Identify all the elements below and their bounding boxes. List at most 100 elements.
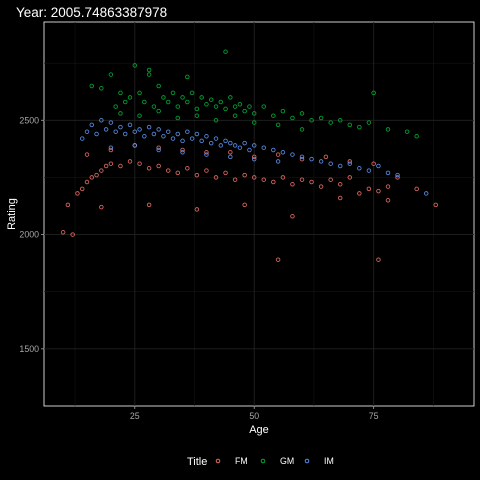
data-point-gm (165, 99, 171, 105)
y-tick-label: 2000 (19, 230, 39, 240)
data-point-gm (137, 113, 142, 118)
data-point-im (170, 136, 176, 141)
data-point-fm (185, 166, 190, 171)
data-point-im (146, 124, 152, 130)
data-point-im (261, 145, 267, 150)
data-point-gm (228, 95, 233, 100)
data-point-im (247, 147, 252, 153)
data-point-im (232, 143, 238, 148)
data-point-gm (156, 108, 161, 114)
data-point-im (180, 150, 185, 155)
data-point-gm (223, 49, 228, 54)
data-point-gm (185, 99, 190, 105)
data-point-im (208, 140, 214, 146)
data-point-fm (108, 147, 114, 153)
data-point-gm (132, 63, 138, 68)
data-point-gm (271, 113, 276, 118)
data-point-im (275, 159, 281, 164)
data-point-fm (165, 168, 171, 173)
data-points (60, 49, 439, 262)
data-point-im (99, 118, 104, 123)
data-point-im (132, 143, 138, 148)
data-point-im (357, 166, 362, 171)
legend-label-gm: GM (280, 456, 294, 466)
x-axis-ticks: 25 50 75 (130, 406, 379, 421)
data-point-gm (404, 129, 410, 134)
data-point-fm (146, 202, 152, 208)
data-point-im (423, 191, 429, 196)
data-point-gm (189, 90, 195, 96)
data-point-fm (175, 170, 181, 176)
data-point-im (376, 163, 381, 169)
data-point-fm (146, 166, 152, 171)
data-point-fm (385, 184, 391, 189)
data-point-im (271, 147, 276, 153)
x-tick-label: 75 (369, 411, 379, 421)
data-point-fm (94, 172, 99, 178)
legend: Title FM GM IM (187, 456, 334, 468)
legend-title: Title (187, 456, 207, 468)
y-axis-ticks: 1500 2000 2500 (19, 115, 44, 354)
data-point-gm (371, 90, 376, 96)
data-point-fm (376, 188, 381, 194)
data-point-im (199, 138, 204, 144)
data-point-gm (232, 113, 238, 118)
data-point-im (242, 140, 247, 146)
data-point-fm (309, 179, 314, 185)
data-point-im (337, 163, 343, 169)
data-point-im (223, 138, 228, 144)
data-point-fm (204, 168, 209, 173)
data-point-fm (75, 191, 80, 196)
data-point-fm (65, 202, 71, 208)
data-point-gm (290, 115, 295, 121)
data-point-gm (318, 115, 324, 121)
data-point-gm (299, 111, 305, 116)
data-point-gm (89, 83, 95, 89)
data-point-im (366, 168, 372, 173)
data-point-im (280, 150, 286, 155)
data-point-gm (385, 127, 391, 132)
data-point-gm (175, 104, 181, 109)
data-point-im (251, 156, 257, 162)
data-point-fm (89, 175, 95, 180)
data-point-gm (99, 86, 104, 91)
data-point-fm (103, 163, 109, 169)
data-point-im (228, 154, 233, 160)
legend-key-im (304, 458, 310, 464)
data-point-fm (280, 175, 286, 180)
data-point-fm (108, 161, 114, 166)
data-point-im (251, 143, 257, 148)
data-point-fm (395, 175, 400, 180)
data-point-im (118, 124, 123, 130)
data-point-fm (299, 177, 305, 182)
data-point-gm (118, 90, 123, 96)
data-point-fm (232, 177, 238, 182)
data-point-im (142, 134, 147, 139)
data-point-im (328, 161, 333, 166)
data-point-im (113, 129, 118, 134)
data-point-fm (337, 195, 343, 201)
data-point-fm (433, 202, 439, 208)
data-point-gm (357, 124, 362, 130)
data-point-gm (146, 67, 152, 73)
data-point-im (237, 145, 243, 150)
data-point-fm (275, 257, 281, 262)
data-point-fm (366, 186, 372, 192)
data-point-im (175, 131, 181, 137)
plot-panel (43, 21, 475, 407)
data-point-fm (323, 154, 329, 160)
data-point-gm (146, 72, 152, 77)
data-point-gm (199, 95, 204, 100)
data-point-fm (60, 230, 66, 235)
data-point-im (156, 147, 161, 153)
data-point-fm (347, 175, 353, 180)
data-point-im (185, 129, 190, 134)
data-point-gm (328, 120, 333, 125)
data-point-fm (99, 168, 104, 173)
data-point-gm (261, 104, 267, 109)
data-point-im (228, 140, 233, 146)
data-point-im (180, 138, 185, 144)
data-point-im (347, 161, 353, 166)
data-point-im (385, 170, 391, 176)
data-point-gm (299, 127, 305, 132)
